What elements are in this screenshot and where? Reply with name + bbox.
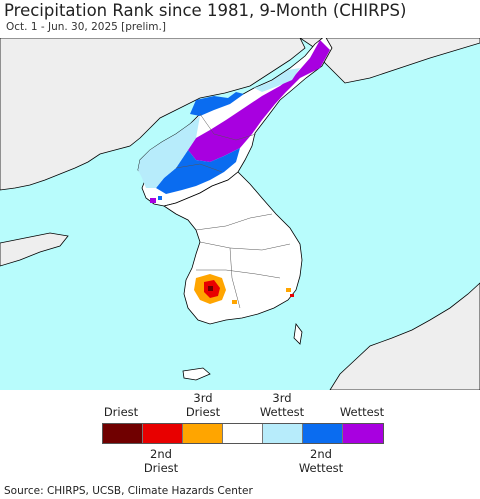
third-driest-speck <box>286 288 291 292</box>
third-wettest-region-north <box>254 68 300 92</box>
legend-label-2nd-driest: 2nd Driest <box>143 447 179 475</box>
legend-label-driest: Driest <box>103 405 139 419</box>
source-credit: Source: CHIRPS, UCSB, Climate Hazards Ce… <box>4 485 253 497</box>
driest-speck <box>208 286 213 291</box>
tsushima-island <box>293 322 303 345</box>
legend-color-bar <box>102 423 384 444</box>
second-wettest-region <box>156 138 240 194</box>
legend-swatch-normal <box>223 424 263 443</box>
precipitation-rank-map <box>0 38 480 390</box>
japan-land <box>329 282 480 390</box>
jeju-island <box>182 367 211 381</box>
legend-label-wettest: Wettest <box>339 405 385 419</box>
legend-swatch-wettest <box>343 424 383 443</box>
map-title: Precipitation Rank since 1981, 9-Month (… <box>4 1 407 20</box>
legend-label-3rd-wettest: 3rd Wettest <box>259 391 305 419</box>
legend-swatch-driest <box>103 424 143 443</box>
legend-label-2nd-wettest: 2nd Wettest <box>298 447 344 475</box>
legend-swatch-2nd-driest <box>143 424 183 443</box>
wettest-speck <box>150 198 156 203</box>
third-driest-speck <box>232 300 237 304</box>
legend-swatch-3rd-driest <box>183 424 223 443</box>
second-wettest-region-north <box>190 92 244 116</box>
province-borders <box>175 113 291 309</box>
third-wettest-region-west <box>138 116 200 188</box>
legend-label-3rd-driest: 3rd Driest <box>185 391 221 419</box>
legend-swatch-3rd-wettest <box>263 424 303 443</box>
map-subtitle: Oct. 1 - Jun. 30, 2025 [prelim.] <box>6 21 166 33</box>
legend-swatch-2nd-wettest <box>303 424 343 443</box>
second-driest-speck <box>290 294 294 297</box>
wettest-region <box>188 40 330 162</box>
wettest-speck <box>158 196 162 200</box>
shandong-land <box>0 232 69 267</box>
china-land <box>0 38 306 191</box>
